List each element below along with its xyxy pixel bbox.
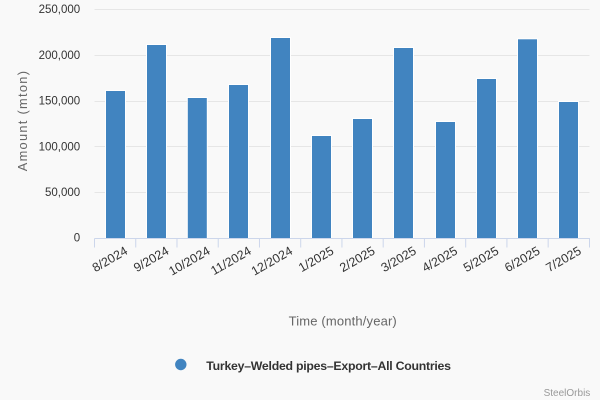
svg-text:200,000: 200,000 [39, 50, 81, 62]
svg-text:SteelOrbis: SteelOrbis [544, 388, 591, 399]
svg-text:150,000: 150,000 [39, 96, 81, 108]
svg-text:Amount (mton): Amount (mton) [15, 70, 30, 172]
svg-text:Time (month/year): Time (month/year) [289, 314, 397, 329]
svg-text:0: 0 [74, 233, 80, 245]
svg-text:250,000: 250,000 [39, 4, 81, 16]
svg-text:Turkey–Welded pipes–Export–All: Turkey–Welded pipes–Export–All Countries [206, 359, 451, 373]
svg-text:50,000: 50,000 [45, 187, 80, 199]
svg-text:100,000: 100,000 [39, 141, 81, 153]
